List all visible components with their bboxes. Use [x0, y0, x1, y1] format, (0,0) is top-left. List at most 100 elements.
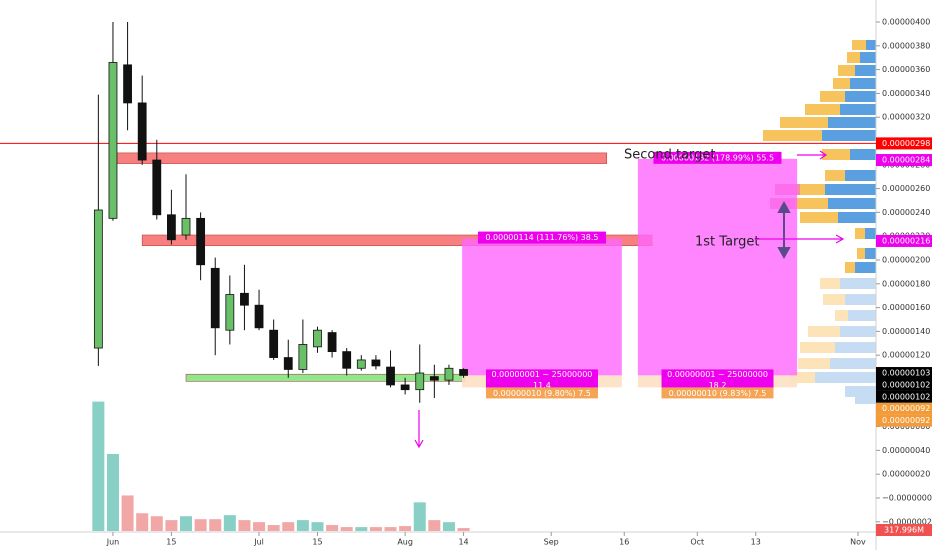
- candle-body: [210, 267, 220, 329]
- volume-bar: [296, 520, 309, 531]
- candle-body: [196, 217, 206, 266]
- x-tick-label: Jun: [106, 538, 120, 547]
- x-tick-label: 14: [458, 538, 468, 547]
- volume-bar: [209, 519, 222, 531]
- y-tick-label: 0.00000320: [882, 113, 930, 122]
- box-label-bg: [653, 151, 782, 164]
- bars-label: 11.4: [533, 381, 551, 390]
- volume-bar: [194, 519, 207, 531]
- stop-label-bg: [485, 387, 598, 399]
- x-tick-label: Oct: [690, 538, 704, 547]
- zone: [115, 152, 608, 164]
- volume-bar: [121, 495, 134, 531]
- volume-bar: [150, 516, 163, 531]
- y-tick-label: 0.00000400: [882, 18, 930, 27]
- y-tick-label: 0.00000160: [882, 303, 930, 312]
- double-arrow: [777, 200, 791, 260]
- candle-body: [356, 359, 366, 369]
- price-label: 0.00000284: [882, 156, 930, 165]
- volume-bar: [136, 513, 149, 531]
- volume-bar: [442, 522, 455, 531]
- stop-label: 0.00000010 (9.83%) 7.5: [669, 389, 767, 398]
- last-volume-label: 317.996M: [884, 526, 924, 535]
- x-tick-label: Nov: [850, 538, 866, 547]
- candle-body: [137, 102, 147, 161]
- box-label-bg: [477, 231, 606, 244]
- candle-body: [254, 304, 264, 329]
- volume-profile: [763, 40, 876, 404]
- volume-bar: [92, 401, 105, 531]
- y-tick-label: 0.00000340: [882, 89, 930, 98]
- target-box: [462, 238, 622, 376]
- y-tick-label: 0.00000240: [882, 208, 930, 217]
- price-label: 0.00000102: [882, 392, 930, 401]
- stop-label-bg: [661, 387, 774, 399]
- volume-bar: [165, 520, 178, 531]
- volume-bar: [106, 454, 119, 531]
- y-tick-label: 0.00000140: [882, 327, 930, 336]
- range-label-bg: [661, 369, 774, 392]
- candle-body: [93, 209, 103, 349]
- volume-bar: [311, 522, 324, 531]
- y-tick-label: 0.00000360: [882, 65, 930, 74]
- volume-bar: [428, 520, 441, 531]
- range-label-bg: [485, 369, 598, 392]
- x-tick-label: 16: [619, 538, 629, 547]
- candle-body: [225, 294, 235, 331]
- y-tick-label: −0.00000000: [882, 493, 932, 502]
- y-tick-label: 0.00000200: [882, 255, 930, 264]
- x-tick-label: 15: [312, 538, 322, 547]
- range-label: 0.00000001 ~ 25000000: [667, 370, 768, 379]
- candle-body: [327, 332, 337, 353]
- price-label: 0.00000092: [882, 416, 930, 425]
- x-tick-label: Sep: [544, 538, 559, 547]
- volume-bar: [355, 527, 368, 531]
- volume-label-bg: [876, 524, 932, 536]
- price-label-bg: [876, 402, 932, 415]
- volume-bar: [413, 502, 426, 531]
- volume-bar: [267, 525, 280, 531]
- stop-label: 0.00000010 (9.80%) 7.5: [493, 389, 591, 398]
- candle-body: [400, 384, 410, 391]
- price-label: 0.00000092: [882, 404, 930, 413]
- price-label-bg: [876, 234, 932, 247]
- volume-bar: [180, 516, 193, 531]
- price-label-bg: [876, 378, 932, 391]
- volume-bar: [384, 527, 397, 531]
- arrows: [414, 150, 845, 449]
- candle-body: [181, 217, 191, 236]
- volume-bar: [223, 515, 236, 531]
- volume-bar: [326, 525, 339, 531]
- x-tick-label: Aug: [397, 538, 413, 547]
- box-label: 0.00000114 (111.76%) 38.5: [485, 233, 598, 242]
- volume-bar: [253, 522, 266, 531]
- candle-body: [298, 344, 308, 370]
- x-tick-label: Jul: [253, 538, 264, 547]
- y-tick-label: 0.00000040: [882, 446, 930, 455]
- candle-body: [108, 62, 118, 219]
- price-label: 0.00000298: [882, 139, 930, 148]
- y-tick-label: 0.00000020: [882, 470, 930, 479]
- bars-label: 18.2: [709, 381, 727, 390]
- volume-bar: [369, 527, 382, 531]
- volume-bar: [282, 522, 295, 531]
- volume-bar: [399, 526, 412, 531]
- y-tick-label: 0.00000180: [882, 279, 930, 288]
- volume-bar: [238, 520, 251, 531]
- price-label: 0.00000216: [882, 236, 930, 245]
- candle-body: [283, 357, 293, 370]
- price-label-bg: [876, 390, 932, 403]
- candle-body: [371, 359, 381, 367]
- candle-body: [313, 329, 322, 348]
- candle-body: [415, 372, 425, 391]
- target-box: [637, 158, 798, 376]
- candle-body: [123, 64, 132, 104]
- annotation: 1st Target: [695, 235, 760, 250]
- y-tick-label: 0.00000380: [882, 41, 930, 50]
- candle-body: [444, 367, 454, 381]
- x-tick-label: 15: [166, 538, 176, 547]
- price-label: 0.00000102: [882, 380, 930, 389]
- candle-body: [152, 159, 162, 216]
- volume-bar: [457, 528, 470, 531]
